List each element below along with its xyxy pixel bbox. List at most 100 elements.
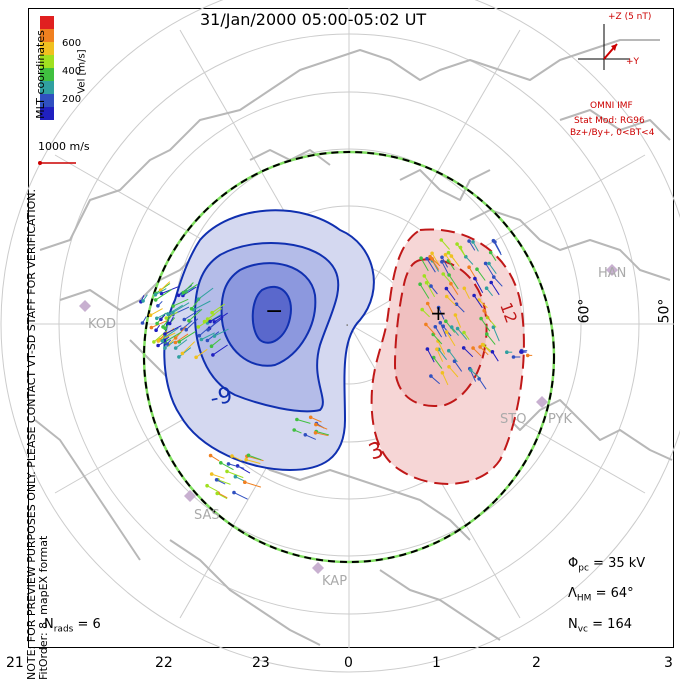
vector-line [183,282,194,293]
vector-line [441,261,449,274]
imf-bz-label: +Z (5 nT) [608,12,652,22]
vector-line [228,463,245,469]
vector-line [490,282,500,296]
nvc-subscript: vc [577,624,589,635]
vector-line [188,308,203,322]
vector-line [441,372,449,386]
vector-line [480,318,491,332]
vector-line [310,416,322,423]
vector-line [450,283,459,295]
station-marker-kod [79,300,91,312]
vector-line [456,243,466,257]
hmb-latitude: ΛHM = 64° [568,586,634,604]
vector-line [166,339,172,345]
vector-line [164,341,174,349]
vector-origin [164,316,169,320]
vector-line [156,311,169,319]
imf-by-label: +Y [626,57,640,67]
mlt-label-1: 1 [432,655,441,671]
vector-line [184,309,201,320]
colorbar-tick-600: 600 [62,38,82,49]
vector-line [454,360,463,372]
vector-line [457,328,468,340]
mlt-label-2: 2 [532,655,541,671]
vector-line [446,331,456,347]
vector-origin [171,304,175,308]
vector-line [201,332,215,340]
colorbar-segment [40,16,54,29]
vector-line [448,366,459,378]
vector-line [233,492,248,500]
fit-order-note: FitOrder: 8, mapEX format [37,535,50,680]
vector-line [463,288,470,299]
vector-line [160,314,166,320]
vector-line [463,332,470,340]
vector-line [421,309,430,318]
vector-line [478,378,487,390]
lat-label-60: 60° [576,298,593,324]
coordinate-system-label: MLT coordinates [33,30,47,119]
vector-line [472,347,482,357]
station-marker-kap [312,562,324,574]
vector-line [447,260,455,271]
station-label-kod: KOD [88,317,117,332]
vector-line [492,327,500,342]
vector-line [431,253,439,265]
vector-line [217,479,231,485]
stat-model: Stat Mod: RG96 [574,116,645,126]
vector-line [214,312,228,323]
vector-line [209,314,223,322]
colorbar-segment [40,81,54,94]
vector-line [175,333,189,343]
vector-line [164,325,182,335]
vector-line [420,257,429,272]
vector-line [486,333,496,345]
max-potential-mark: + [430,301,447,325]
vector-line [182,341,196,354]
vector-line [248,454,262,461]
vector-line [431,258,441,267]
vector-line [430,285,438,295]
vector-line [155,288,167,296]
vector-line [151,320,168,329]
vector-line [492,240,502,256]
velocity-scale-label: 1000 m/s [38,140,90,153]
vector-line [315,424,328,430]
lambda-value: = 64° [591,586,634,601]
vector-line [210,455,220,462]
vector-line [440,239,450,250]
vector-line [296,419,311,424]
vector-count: Nvc = 164 [568,617,632,635]
vector-line [478,299,488,309]
vector-line [163,336,170,342]
vector-line [160,281,171,291]
cross-polar-potential: Φpc = 35 kV [568,556,645,574]
vector-line [195,348,208,358]
vector-line [305,434,317,440]
colorbar-segment [40,29,54,42]
vector-line [246,459,261,464]
vector-line [211,303,225,314]
nrads-value: = 6 [73,617,101,632]
vector-line [470,369,480,378]
vector-line [472,241,479,252]
vector-line [161,334,166,342]
vector-line [214,328,229,337]
vector-line [226,470,244,479]
station-markers [79,264,618,574]
nrads-symbol: N [44,617,54,632]
preview-note: NOTE: FOR PREVIEW PURPOSES ONLY. PLEASE … [25,80,50,680]
lat-label-50: 50° [656,298,673,324]
vector-line [451,255,460,267]
vector-origin [160,339,165,343]
vector-line [191,297,201,310]
vector-line [486,287,493,297]
vector-line [476,268,486,281]
vector-line [479,346,489,356]
map-title: 31/Jan/2000 05:00-05:02 UT [200,10,427,29]
lambda-symbol: Λ [568,586,577,601]
vector-line [442,273,452,284]
vector-line [169,316,174,324]
station-label-sas: SAS [194,508,220,523]
colorbar-segment [40,55,54,68]
